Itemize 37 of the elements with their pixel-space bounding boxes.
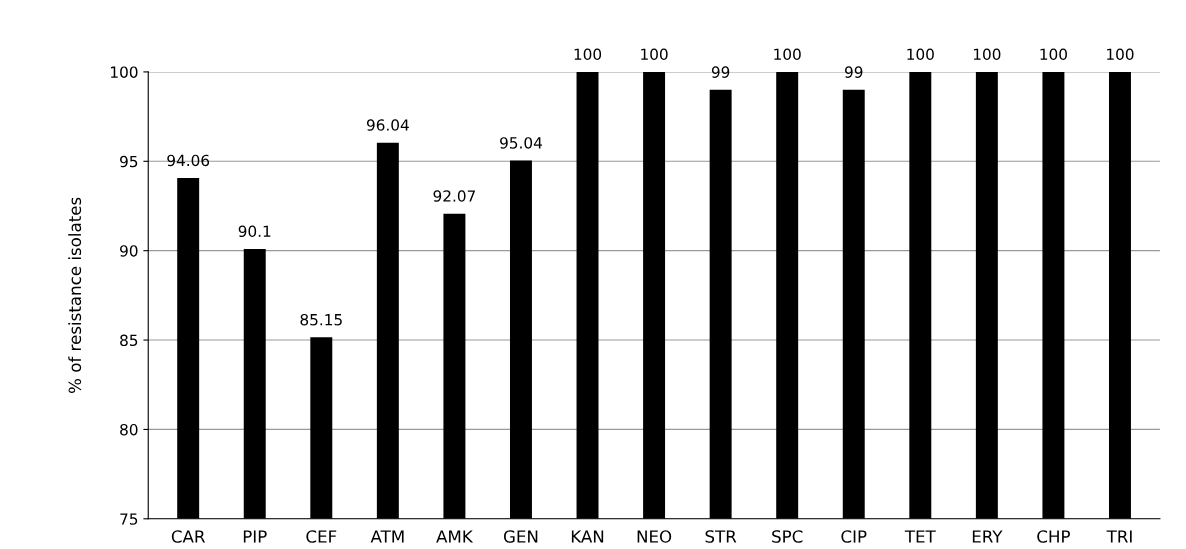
data-label: 95.04: [500, 137, 542, 149]
x-tick-label: CHP: [1037, 530, 1070, 543]
x-tick-label: ATM: [370, 530, 404, 543]
data-label: 92.07: [433, 190, 475, 202]
x-tick-label: STR: [705, 530, 737, 543]
data-label: 99: [711, 66, 730, 78]
data-label: 96.04: [366, 119, 409, 131]
x-tick-label: NEO: [637, 530, 672, 543]
x-tick-label: SPC: [772, 530, 803, 543]
data-label: 100: [973, 48, 1001, 61]
data-label: 100: [774, 48, 801, 61]
x-tick-label: ERY: [972, 530, 1003, 543]
y-tick-label: 80: [120, 423, 138, 436]
y-axis-title: % of resistance isolates: [68, 197, 82, 393]
y-tick-label: 85: [120, 334, 138, 347]
data-label: 85.15: [300, 313, 342, 326]
y-tick-label: 75: [120, 513, 138, 525]
data-label: 100: [907, 48, 934, 61]
data-label: 94.06: [167, 154, 210, 167]
x-tick-label: KAN: [571, 530, 604, 543]
y-tick-label: 90: [120, 245, 138, 257]
data-label: 90.1: [238, 225, 271, 237]
data-label: 99: [844, 66, 863, 78]
x-tick-label: TRI: [1106, 530, 1132, 543]
y-tick-label: 95: [120, 155, 138, 168]
y-tick-label: 100: [111, 66, 138, 78]
x-tick-label: CIP: [841, 530, 867, 543]
x-tick-label: TET: [904, 530, 936, 543]
x-tick-label: AMK: [436, 530, 474, 543]
data-label: 100: [1107, 48, 1134, 61]
x-tick-label: GEN: [503, 530, 538, 543]
x-tick-label: CAR: [171, 530, 206, 543]
data-label: 100: [641, 48, 668, 61]
x-tick-label: PIP: [243, 530, 267, 543]
data-label: 100: [1040, 48, 1067, 61]
data-label: 100: [574, 48, 602, 61]
x-tick-label: CEF: [306, 530, 337, 543]
